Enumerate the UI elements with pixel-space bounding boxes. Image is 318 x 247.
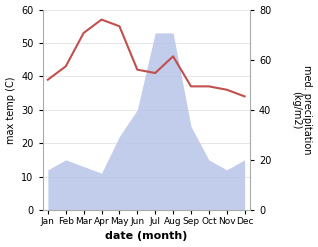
Y-axis label: med. precipitation
(kg/m2): med. precipitation (kg/m2) <box>291 65 313 155</box>
Y-axis label: max temp (C): max temp (C) <box>5 76 16 144</box>
X-axis label: date (month): date (month) <box>105 231 187 242</box>
